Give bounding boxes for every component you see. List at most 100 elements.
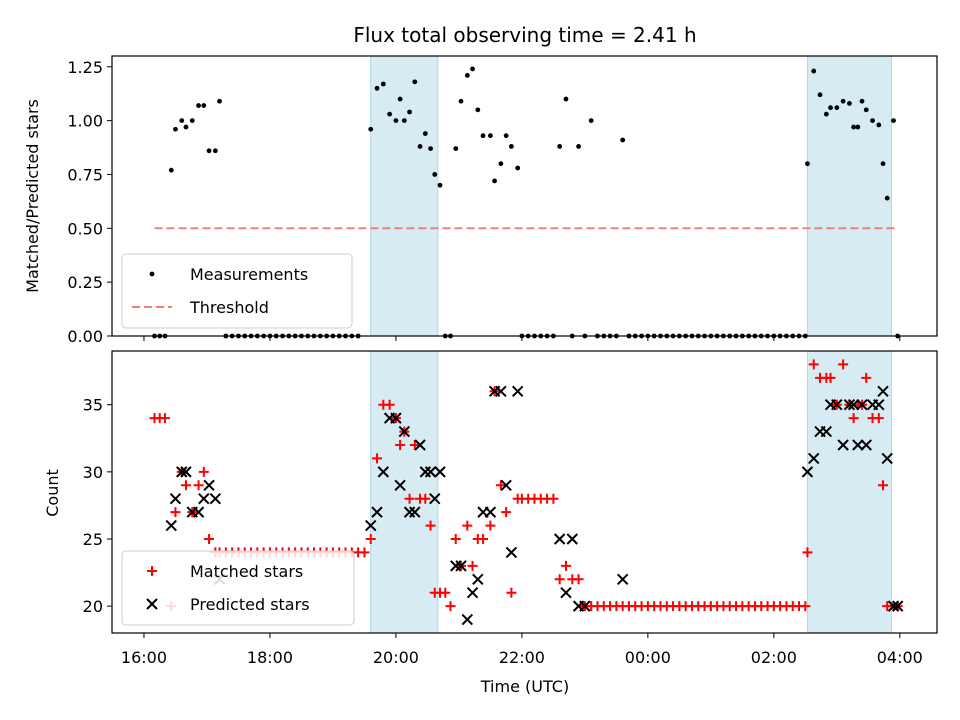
predicted-star-point [887,600,900,612]
x-tick-label: 02:00 [751,648,797,667]
y-tick-label: 0.50 [67,219,103,238]
matched-star-point [501,507,512,518]
highlight-band-1 [370,55,439,337]
measurement-point [588,118,594,124]
matched-star-point [395,440,406,450]
predicted-star-point [495,385,507,397]
measurement-point [417,144,423,149]
highlight-band-2 [806,55,892,337]
matched-star-point [372,453,383,464]
measurement-point [480,133,486,139]
matched-star-point [861,372,872,383]
predicted-star-point [192,506,205,518]
measurement-point [206,148,212,154]
matched-star-point [802,547,813,558]
predicted-star-point [419,466,432,478]
matched-star-point [409,440,420,450]
y-tick-label: 30 [83,463,103,482]
y-tick-label: 0.00 [67,327,103,346]
x-tick-label: 18:00 [247,648,293,667]
predicted-star-point [455,560,467,572]
measurement-point [387,111,393,117]
bottom-ylabel: Count [43,469,62,517]
matched-star-point [462,520,473,531]
top-ylabel: Matched/Predicted stars [23,99,42,293]
predicted-star-point [579,600,591,612]
measurement-point [503,133,509,139]
measurement-point [557,144,563,149]
matched-star-point [440,587,451,598]
predicted-star-point [169,493,182,505]
matched-star-point [198,466,209,477]
y-tick-label: 1.00 [67,112,103,131]
predicted-star-point [390,412,402,424]
measurement-point [840,98,846,104]
predicted-star-point [450,560,462,572]
measurement-point [412,79,418,85]
legend-box [121,550,355,626]
measurement-point [432,172,438,177]
x-axis-label: Time (UTC) [480,677,569,696]
measurement-point [374,85,380,91]
predicted-star-point [409,506,421,518]
measurement-point [563,96,569,102]
measurement-point [811,68,817,74]
x-tick-label: 22:00 [499,648,545,667]
predicted-star-point [852,439,864,451]
predicted-star-point [856,399,868,411]
matched-star-point [485,520,496,531]
predicted-star-point [429,493,441,505]
predicted-star-point [820,425,833,438]
predicted-star-point [365,519,377,532]
measurement-point [884,195,890,201]
plot-frame [111,350,938,634]
legend-box [121,253,353,329]
predicted-star-point [403,506,416,518]
matched-star-point [848,413,859,424]
predicted-star-point [414,439,426,451]
predicted-star-point [892,600,904,612]
measurement-point [464,72,470,78]
predicted-star-point [484,506,497,518]
predicted-star-point [801,466,814,478]
y-tick-label: 0.75 [67,165,103,184]
top-panel: Matched/Predicted stars 0.00 0.25 0.50 0.75… [23,55,938,346]
predicted-star-point [553,533,566,545]
predicted-star-point [209,493,222,505]
matched-star-point [170,507,181,518]
measurement-point [196,103,201,108]
matched-star-point [425,520,436,531]
legend-label: Predicted stars [190,595,310,614]
measurement-point [453,146,459,152]
predicted-star-point [881,452,893,465]
predicted-star-point [398,425,411,438]
y-tick-label: 25 [83,530,103,549]
measurement-point [823,111,829,117]
measurement-point [393,118,399,124]
matched-star-point [359,547,370,558]
matched-star-point [825,372,836,383]
legend-marker-matched [147,566,157,576]
matched-star-point [180,480,191,491]
measurement-point [189,118,195,124]
top-x-ticks [143,336,901,341]
measurement-point [428,146,433,152]
matched-star-point [420,493,431,504]
measurement-point [458,98,464,104]
chart-title: Flux total observing time = 2.41 h [353,23,696,47]
measurement-point [508,144,514,149]
legend-marker-measurements [149,271,155,277]
predicted-star-point [461,613,474,626]
y-tick-label: 1.25 [67,58,103,77]
measurement-point [168,167,174,173]
predicted-star-point [873,399,885,411]
matched-star-point [450,534,461,544]
measurement-point [368,126,374,132]
predicted-star-point [424,466,437,478]
predicted-star-point [203,479,215,491]
matched-star-point [467,560,478,571]
predicted-star-point [371,506,383,518]
matched-star-point [560,560,571,571]
measurement-point [817,92,823,98]
